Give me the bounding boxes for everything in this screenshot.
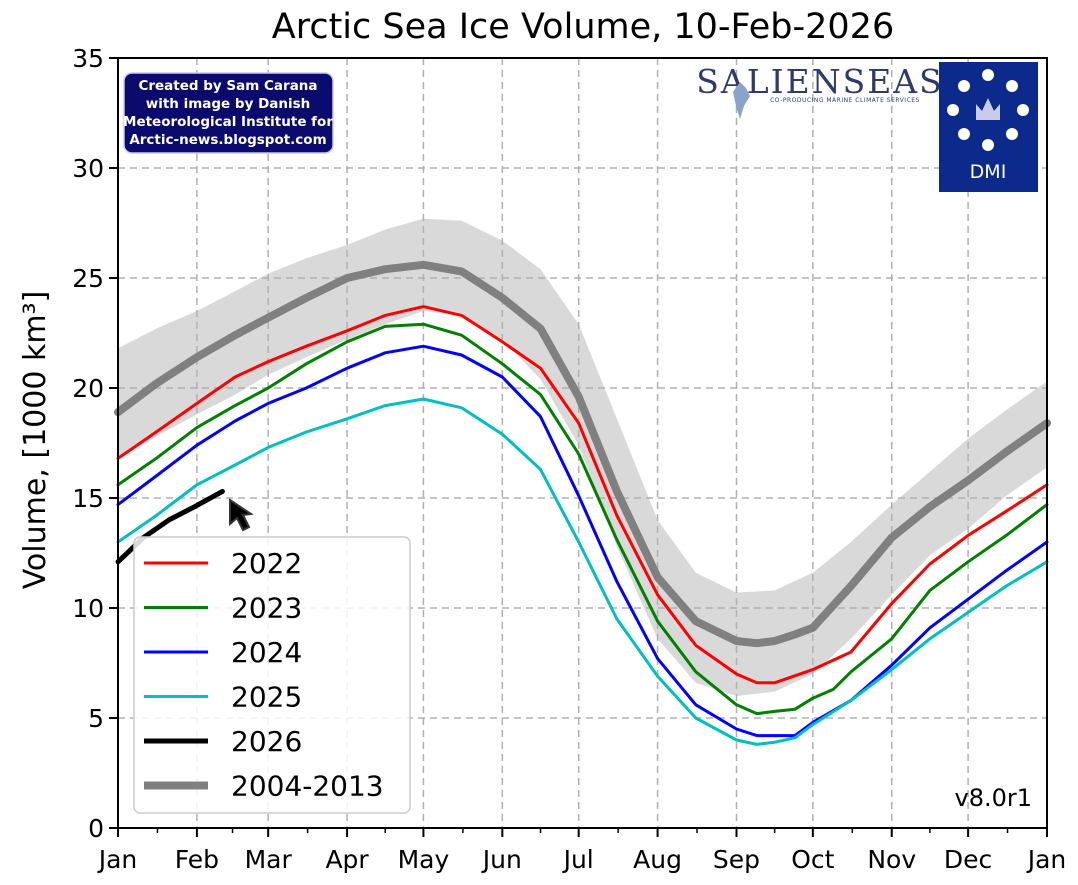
y-tick-label: 10 — [72, 594, 104, 623]
series-line-2004-2013 — [114, 260, 1051, 648]
dmi-logo: DMI — [939, 62, 1038, 192]
dmi-label: DMI — [970, 161, 1007, 183]
legend-label-2025: 2025 — [231, 681, 302, 714]
series-line-2024 — [116, 344, 1049, 738]
x-tick-label: May — [398, 845, 450, 874]
y-axis-ticks: 0 5 10 15 20 25 30 35 — [72, 44, 118, 843]
y-axis-label: Volume, [1000 km³] — [18, 291, 53, 590]
plot-frame — [117, 57, 1048, 829]
x-tick-label: Aug — [633, 845, 682, 874]
credit-line: Arctic-news.blogspot.com — [129, 132, 326, 148]
x-tick-label: Dec — [944, 845, 992, 874]
credit-line: Created by Sam Carana — [138, 78, 317, 94]
credit-line: Meteorological Institute for — [123, 114, 333, 130]
x-tick-label: Jul — [562, 845, 594, 874]
iceberg-icon — [733, 82, 750, 119]
series-line-2025 — [116, 397, 1049, 746]
range-band-layer — [118, 218, 1047, 696]
credit-box: Created by Sam Carana with image by Dani… — [123, 72, 334, 154]
legend-label-2024: 2024 — [231, 636, 302, 669]
series-layer — [114, 260, 1051, 746]
legend-label-2026: 2026 — [231, 725, 302, 758]
legend-label-2023: 2023 — [231, 592, 302, 625]
y-tick-label: 20 — [72, 374, 104, 403]
y-tick-label: 0 — [88, 814, 104, 843]
salienseas-logo: SALIENSEAS CO-PRODUCING MARINE CLIMATE S… — [696, 62, 944, 119]
chart-title: Arctic Sea Ice Volume, 10-Feb-2026 — [272, 7, 894, 47]
x-tick-label: Jan — [1026, 845, 1067, 874]
x-tick-label: Jan — [97, 845, 138, 874]
salienseas-wordmark: SALIENSEAS — [696, 62, 944, 101]
x-tick-label: Oct — [791, 845, 834, 874]
x-tick-label: Apr — [325, 845, 369, 874]
crown-icon — [976, 98, 1000, 120]
x-tick-label: Nov — [867, 845, 916, 874]
x-tick-label: Jun — [481, 845, 522, 874]
x-tick-label: Mar — [245, 845, 293, 874]
range-band — [118, 218, 1047, 696]
x-axis-ticks: Jan Feb Mar Apr May Jun Jul Aug Sep Oct Nov Dec Jan — [97, 828, 1067, 874]
x-tick-label: Feb — [175, 845, 219, 874]
legend-label-2022: 2022 — [231, 547, 302, 580]
salienseas-tagline: CO-PRODUCING MARINE CLIMATE SERVICES — [770, 97, 920, 104]
credit-line: with image by Danish — [146, 96, 311, 112]
y-tick-label: 35 — [72, 44, 104, 73]
legend-label-2004-2013: 2004-2013 — [231, 770, 384, 803]
y-tick-label: 5 — [88, 704, 104, 733]
x-tick-label: Sep — [713, 845, 760, 874]
legend: 2022 2023 2024 2025 2026 2004-2013 — [133, 536, 411, 814]
series-line-2022 — [116, 305, 1049, 685]
series-line-2023 — [116, 322, 1049, 716]
version-label: v8.0r1 — [954, 784, 1032, 812]
y-tick-label: 15 — [72, 484, 104, 513]
y-tick-label: 25 — [72, 264, 104, 293]
cursor-arrow-icon — [229, 498, 254, 532]
y-tick-label: 30 — [72, 154, 104, 183]
